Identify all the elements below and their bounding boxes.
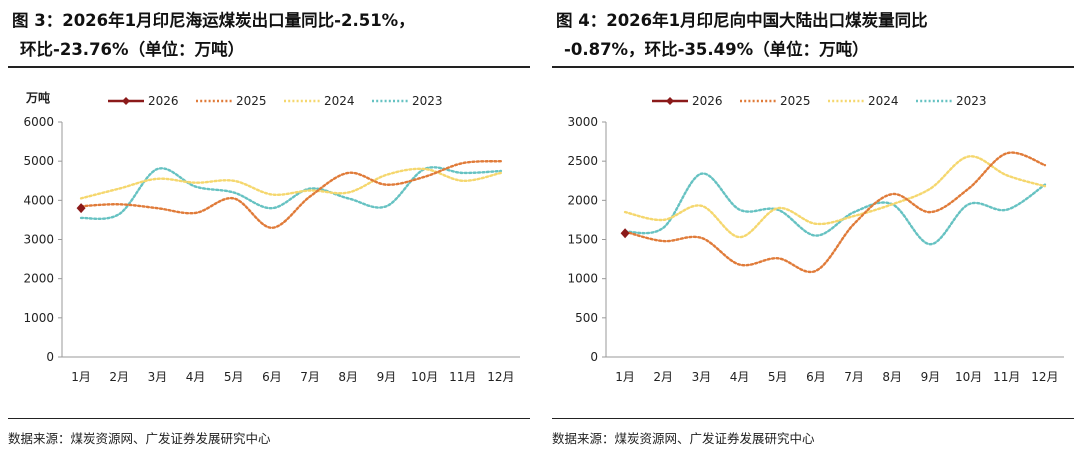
x-tick-label: 9月 bbox=[921, 370, 941, 384]
legend-label: 2023 bbox=[412, 94, 443, 108]
x-tick-label: 8月 bbox=[338, 370, 358, 384]
series-line-2025 bbox=[79, 160, 503, 230]
y-tick-label: 1000 bbox=[23, 311, 54, 325]
series-line-2023 bbox=[79, 166, 503, 221]
y-tick-label: 2000 bbox=[23, 272, 54, 286]
x-tick-label: 12月 bbox=[1031, 370, 1058, 384]
chart-panel-2: 图 4：2026年1月印尼向中国大陆出口煤炭量同比 -0.87%，环比-35.4… bbox=[552, 0, 1080, 452]
x-tick-label: 3月 bbox=[148, 370, 168, 384]
legend-label: 2025 bbox=[236, 94, 267, 108]
chart-title: 图 3：2026年1月印尼海运煤炭出口量同比-2.51%， 环比-23.76%（… bbox=[12, 6, 534, 64]
data-point-2026 bbox=[620, 228, 630, 239]
source-divider bbox=[8, 418, 530, 419]
x-tick-label: 7月 bbox=[844, 370, 864, 384]
series-line-2023 bbox=[623, 172, 1047, 246]
x-tick-label: 4月 bbox=[730, 370, 750, 384]
x-tick-label: 6月 bbox=[262, 370, 282, 384]
y-tick-label: 1500 bbox=[567, 233, 598, 247]
x-tick-label: 6月 bbox=[806, 370, 826, 384]
x-tick-label: 2月 bbox=[653, 370, 673, 384]
chart-title-line2: -0.87%，环比-35.49%（单位：万吨） bbox=[564, 40, 869, 59]
source-divider bbox=[552, 418, 1074, 419]
y-tick-label: 0 bbox=[46, 350, 54, 364]
x-tick-label: 4月 bbox=[186, 370, 206, 384]
chart-panel-1: 图 3：2026年1月印尼海运煤炭出口量同比-2.51%， 环比-23.76%（… bbox=[8, 0, 538, 452]
y-tick-label: 2500 bbox=[567, 154, 598, 168]
legend-label: 2024 bbox=[868, 94, 899, 108]
data-point-2026 bbox=[76, 203, 86, 214]
legend-marker bbox=[666, 97, 674, 105]
y-tick-label: 5000 bbox=[23, 154, 54, 168]
title-divider bbox=[552, 66, 1074, 68]
x-tick-label: 10月 bbox=[955, 370, 982, 384]
x-tick-label: 2月 bbox=[109, 370, 129, 384]
x-tick-label: 9月 bbox=[377, 370, 397, 384]
y-tick-label: 2000 bbox=[567, 193, 598, 207]
legend-marker bbox=[122, 97, 130, 105]
y-tick-label: 0 bbox=[590, 350, 598, 364]
legend-label: 2023 bbox=[956, 94, 987, 108]
title-divider bbox=[8, 66, 530, 68]
x-tick-label: 5月 bbox=[768, 370, 788, 384]
chart-title-line1: 图 4：2026年1月印尼向中国大陆出口煤炭量同比 bbox=[556, 11, 928, 30]
y-tick-label: 3000 bbox=[567, 115, 598, 129]
chart-title-line1: 图 3：2026年1月印尼海运煤炭出口量同比-2.51%， bbox=[12, 11, 415, 30]
y-tick-label: 4000 bbox=[23, 193, 54, 207]
x-tick-label: 7月 bbox=[300, 370, 320, 384]
source-note: 数据来源：煤炭资源网、广发证券发展研究中心 bbox=[552, 431, 815, 446]
series-line-2024 bbox=[623, 155, 1047, 239]
legend-label: 2026 bbox=[692, 94, 723, 108]
legend-label: 2026 bbox=[148, 94, 179, 108]
x-tick-label: 12月 bbox=[487, 370, 514, 384]
chart-title-line2: 环比-23.76%（单位：万吨） bbox=[20, 40, 245, 59]
y-axis-label: 万吨 bbox=[25, 90, 50, 105]
y-tick-label: 6000 bbox=[23, 115, 54, 129]
legend-label: 2025 bbox=[780, 94, 811, 108]
y-tick-label: 1000 bbox=[567, 272, 598, 286]
y-tick-label: 500 bbox=[575, 311, 598, 325]
series-line-2025 bbox=[623, 151, 1047, 274]
x-tick-label: 3月 bbox=[692, 370, 712, 384]
x-tick-label: 1月 bbox=[71, 370, 91, 384]
y-tick-label: 3000 bbox=[23, 233, 54, 247]
line-chart: 0 500 1000 1500 2000 2500 3000 1月 2月 3月 4月 5月 6月 7月 8月… bbox=[567, 94, 1064, 384]
legend: 2026 2025 2024 2023 bbox=[108, 94, 443, 108]
source-note: 数据来源：煤炭资源网、广发证券发展研究中心 bbox=[8, 431, 271, 446]
x-tick-label: 11月 bbox=[449, 370, 476, 384]
series-line-2024 bbox=[79, 167, 503, 200]
x-tick-label: 5月 bbox=[224, 370, 244, 384]
legend-label: 2024 bbox=[324, 94, 355, 108]
chart-title: 图 4：2026年1月印尼向中国大陆出口煤炭量同比 -0.87%，环比-35.4… bbox=[556, 6, 1078, 64]
legend: 2026 2025 2024 2023 bbox=[652, 94, 987, 108]
line-chart: 0 1000 2000 3000 4000 5000 6000 1月 2月 3月 4月 5月 6月 7月 8… bbox=[23, 90, 520, 384]
x-tick-label: 11月 bbox=[993, 370, 1020, 384]
x-tick-label: 8月 bbox=[882, 370, 902, 384]
x-tick-label: 1月 bbox=[615, 370, 635, 384]
x-tick-label: 10月 bbox=[411, 370, 438, 384]
